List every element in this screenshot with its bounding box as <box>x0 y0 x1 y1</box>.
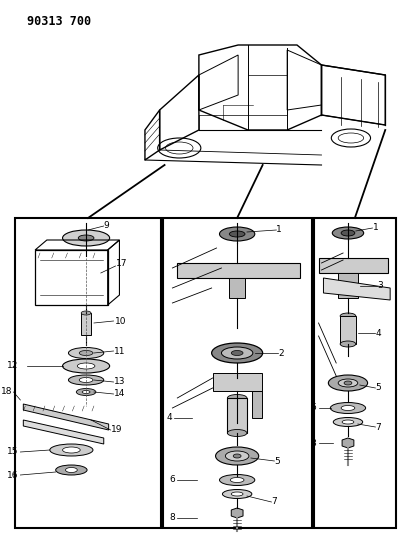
Bar <box>314 218 396 528</box>
Ellipse shape <box>68 348 104 359</box>
Ellipse shape <box>231 351 243 356</box>
Text: 17: 17 <box>115 260 127 269</box>
Ellipse shape <box>76 389 96 395</box>
Bar <box>35 250 108 305</box>
Ellipse shape <box>221 347 253 359</box>
Text: 4: 4 <box>375 328 381 337</box>
Polygon shape <box>252 391 261 418</box>
Ellipse shape <box>68 375 104 385</box>
Ellipse shape <box>330 402 366 414</box>
Text: 8: 8 <box>311 439 316 448</box>
Ellipse shape <box>341 406 355 410</box>
Ellipse shape <box>81 311 91 315</box>
Text: 10: 10 <box>115 317 126 326</box>
Polygon shape <box>324 278 390 300</box>
Ellipse shape <box>62 447 80 453</box>
Text: 9: 9 <box>104 222 109 230</box>
Polygon shape <box>229 278 245 298</box>
Ellipse shape <box>79 351 93 356</box>
Polygon shape <box>23 420 104 444</box>
Ellipse shape <box>79 377 93 383</box>
Bar <box>16 218 161 528</box>
Bar <box>227 398 247 433</box>
Ellipse shape <box>216 447 259 465</box>
Text: 90313 700: 90313 700 <box>27 15 92 28</box>
Polygon shape <box>318 258 388 273</box>
Ellipse shape <box>231 492 243 496</box>
Ellipse shape <box>219 227 255 241</box>
Text: 5: 5 <box>274 456 280 465</box>
Bar <box>81 313 91 335</box>
Text: 3: 3 <box>377 281 383 290</box>
Text: 15: 15 <box>7 448 18 456</box>
Bar <box>340 316 356 344</box>
Ellipse shape <box>338 379 358 387</box>
Polygon shape <box>338 273 358 298</box>
Ellipse shape <box>333 417 363 426</box>
Polygon shape <box>178 263 300 278</box>
Text: 6: 6 <box>170 475 176 484</box>
Ellipse shape <box>66 467 77 472</box>
Ellipse shape <box>212 343 263 363</box>
Polygon shape <box>231 508 243 518</box>
Ellipse shape <box>77 363 95 369</box>
Ellipse shape <box>219 474 255 486</box>
Ellipse shape <box>230 478 244 482</box>
Ellipse shape <box>222 489 252 498</box>
Text: 18: 18 <box>1 387 12 397</box>
Text: 2: 2 <box>278 349 284 358</box>
Ellipse shape <box>227 430 247 437</box>
Text: 4: 4 <box>167 414 172 423</box>
Ellipse shape <box>340 313 356 319</box>
Text: 1: 1 <box>373 223 378 232</box>
Ellipse shape <box>328 375 368 391</box>
Text: 19: 19 <box>111 425 122 434</box>
Text: 16: 16 <box>7 471 18 480</box>
Text: 7: 7 <box>375 423 381 432</box>
Text: 13: 13 <box>113 377 125 386</box>
Text: 7: 7 <box>271 497 277 506</box>
Text: 12: 12 <box>7 361 18 370</box>
Ellipse shape <box>225 451 249 461</box>
Ellipse shape <box>56 465 87 475</box>
Ellipse shape <box>82 391 90 393</box>
Ellipse shape <box>332 227 364 239</box>
Text: 5: 5 <box>375 384 381 392</box>
Ellipse shape <box>50 444 93 456</box>
Ellipse shape <box>62 359 109 373</box>
Polygon shape <box>213 373 261 391</box>
Ellipse shape <box>62 230 109 246</box>
Polygon shape <box>342 438 354 448</box>
Ellipse shape <box>233 454 241 458</box>
Text: 1: 1 <box>276 225 282 235</box>
Ellipse shape <box>341 230 355 236</box>
Ellipse shape <box>344 381 352 385</box>
Ellipse shape <box>342 420 354 424</box>
Text: 11: 11 <box>113 346 125 356</box>
Text: 14: 14 <box>113 390 125 399</box>
Ellipse shape <box>78 235 94 241</box>
Polygon shape <box>23 404 109 430</box>
Ellipse shape <box>227 394 247 401</box>
Ellipse shape <box>229 231 245 237</box>
Ellipse shape <box>340 341 356 347</box>
Bar <box>163 218 312 528</box>
Text: 8: 8 <box>170 513 176 522</box>
Text: 6: 6 <box>311 403 316 413</box>
